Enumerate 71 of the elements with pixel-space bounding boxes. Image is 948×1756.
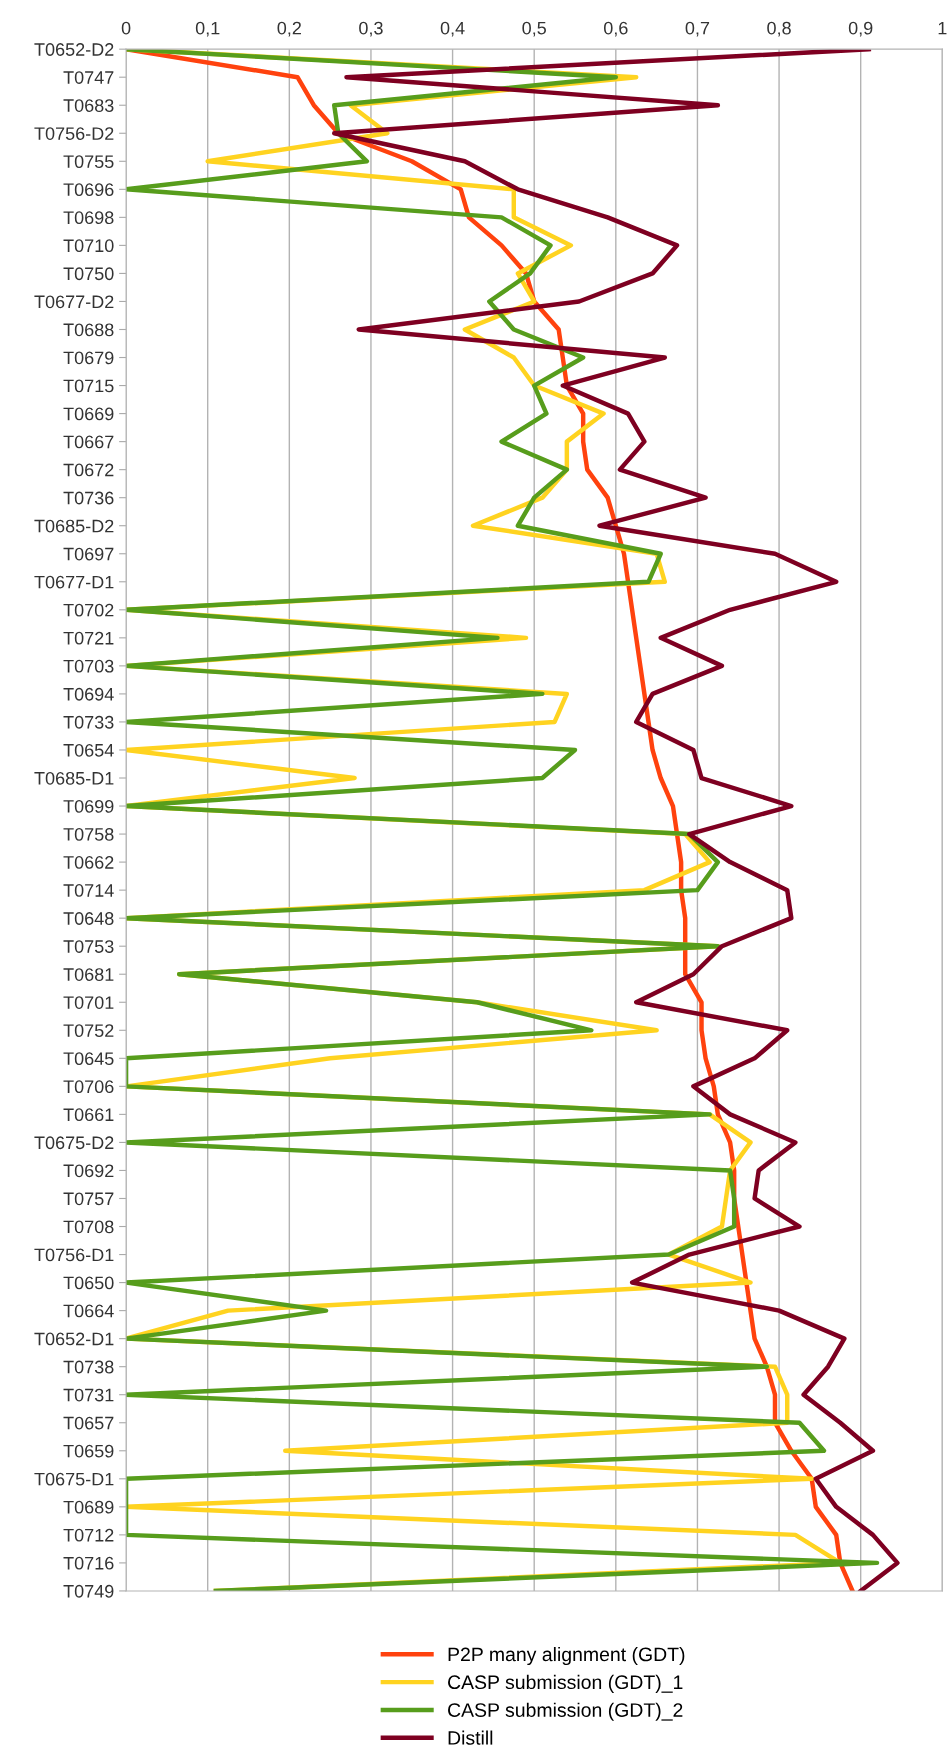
y-tick-label: T0731 <box>63 1388 114 1402</box>
y-tick-label: T0683 <box>63 99 114 112</box>
y-tick-label: T0692 <box>63 1164 114 1178</box>
y-tick-label: T0650 <box>63 1276 114 1290</box>
legend-label: CASP submission (GDT)_1 <box>448 1674 683 1693</box>
y-tick-label: T0708 <box>63 1220 114 1234</box>
y-tick-label: T0749 <box>63 1584 114 1598</box>
y-tick-label: T0685-D2 <box>34 519 114 533</box>
y-tick-label: T0688 <box>63 323 114 337</box>
y-tick-label: T0714 <box>63 884 114 897</box>
x-tick-label: 0,4 <box>440 21 465 37</box>
y-tick-label: T0652-D1 <box>34 1332 114 1346</box>
y-tick-label: T0716 <box>63 1556 114 1570</box>
y-tick-label: T0721 <box>63 631 114 645</box>
y-tick-label: T0669 <box>63 407 114 421</box>
y-tick-label: T0677-D1 <box>34 575 114 589</box>
y-tick-label: T0694 <box>63 687 114 701</box>
x-tick-label: 0,1 <box>195 21 220 37</box>
y-tick-label: T0679 <box>63 351 114 365</box>
y-tick-label: T0747 <box>63 71 114 84</box>
legend-label: Distill <box>448 1730 493 1745</box>
x-tick-label: 0,7 <box>685 21 710 37</box>
y-tick-label: T0657 <box>63 1416 114 1430</box>
y-tick-label: T0750 <box>63 267 114 281</box>
x-tick-label: 0,6 <box>603 21 628 37</box>
y-tick-label: T0699 <box>63 799 114 813</box>
y-tick-label: T0685-D1 <box>34 771 114 785</box>
y-tick-label: T0756-D2 <box>34 127 114 140</box>
y-tick-label: T0757 <box>63 1192 114 1206</box>
y-tick-label: T0702 <box>63 603 114 617</box>
x-tick-label: 0 <box>121 21 131 35</box>
y-tick-label: T0662 <box>63 856 114 869</box>
y-tick-label: T0753 <box>63 940 114 953</box>
y-tick-label: T0681 <box>63 968 114 981</box>
legend-label: P2P many alignment (GDT) <box>448 1646 685 1666</box>
y-tick-label: T0645 <box>63 1052 114 1066</box>
y-tick-label: T0701 <box>63 996 114 1009</box>
y-tick-label: T0738 <box>63 1360 114 1374</box>
y-tick-label: T0703 <box>63 659 114 673</box>
y-tick-label: T0733 <box>63 715 114 729</box>
y-tick-label: T0659 <box>63 1444 114 1458</box>
y-tick-label: T0736 <box>63 491 114 505</box>
x-tick-label: 0,9 <box>848 21 873 37</box>
y-tick-label: T0715 <box>63 379 114 393</box>
x-tick-label: 0,8 <box>767 21 791 37</box>
y-tick-label: T0661 <box>63 1108 114 1122</box>
y-tick-label: T0664 <box>63 1304 114 1318</box>
y-tick-label: T0758 <box>63 828 114 841</box>
y-tick-label: T0696 <box>63 183 114 197</box>
y-tick-label: T0654 <box>63 743 114 757</box>
y-tick-label: T0689 <box>63 1500 114 1514</box>
x-tick-label: 0,2 <box>277 21 301 37</box>
y-tick-label: T0675-D2 <box>34 1136 114 1150</box>
y-tick-label: T0672 <box>63 463 114 477</box>
y-tick-label: T0712 <box>63 1528 114 1542</box>
y-tick-label: T0698 <box>63 211 114 225</box>
x-tick-label: 1 <box>938 21 947 35</box>
y-tick-label: T0697 <box>63 547 114 561</box>
y-tick-label: T0756-D1 <box>34 1248 114 1262</box>
y-tick-label: T0755 <box>63 155 114 169</box>
y-tick-label: T0648 <box>63 912 114 925</box>
y-tick-label: T0652-D2 <box>34 43 114 56</box>
y-tick-label: T0752 <box>63 1024 114 1038</box>
legend-label: CASP submission (GDT)_2 <box>448 1702 683 1721</box>
y-tick-label: T0675-D1 <box>34 1472 114 1486</box>
x-tick-label: 0,5 <box>522 21 546 37</box>
x-tick-label: 0,3 <box>359 21 383 37</box>
y-tick-label: T0710 <box>63 239 114 253</box>
y-tick-label: T0706 <box>63 1080 114 1094</box>
y-tick-label: T0677-D2 <box>34 295 114 309</box>
y-tick-label: T0667 <box>63 435 114 449</box>
